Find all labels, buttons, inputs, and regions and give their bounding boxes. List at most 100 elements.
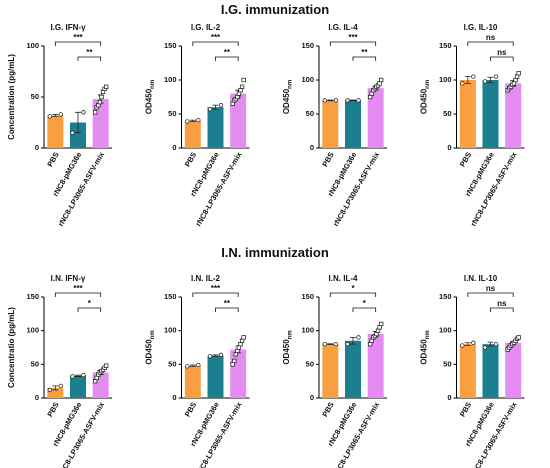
data-point bbox=[345, 341, 350, 347]
section-title: I.G. immunization bbox=[221, 2, 329, 17]
y-axis-label: Concentration (pg/mL) bbox=[7, 54, 16, 140]
bar bbox=[207, 355, 224, 398]
bar bbox=[322, 344, 339, 398]
significance-bracket bbox=[467, 41, 514, 46]
y-axis-label: OD450nm bbox=[145, 330, 157, 364]
data-point bbox=[207, 354, 213, 359]
x-tick-label: PBS bbox=[458, 150, 474, 168]
y-axis-label-sub: nm bbox=[288, 330, 294, 339]
y-tick-label: 50 bbox=[306, 109, 314, 118]
bar bbox=[230, 93, 247, 148]
significance-label: ns bbox=[486, 33, 496, 42]
data-point bbox=[81, 372, 86, 378]
error-bar bbox=[464, 342, 471, 346]
chart-title: I.N. IL-10 bbox=[464, 274, 498, 283]
significance-label: * bbox=[363, 299, 367, 308]
significance-bracket bbox=[54, 292, 102, 297]
significance-bracket bbox=[192, 41, 239, 46]
x-tick-label: PBS bbox=[320, 400, 336, 418]
significance-label: * bbox=[351, 284, 355, 293]
bar bbox=[70, 122, 86, 148]
significance-label: ns bbox=[497, 299, 507, 308]
y-tick-label: 150 bbox=[164, 41, 177, 50]
data-point bbox=[356, 98, 361, 103]
data-point bbox=[471, 74, 476, 79]
error-bar bbox=[212, 354, 219, 357]
y-axis-label: OD450nm bbox=[420, 330, 432, 364]
error-bar bbox=[52, 113, 59, 117]
chart-title: I.G. IL-4 bbox=[328, 23, 358, 32]
data-point bbox=[196, 117, 201, 123]
significance-label: *** bbox=[73, 33, 83, 42]
error-bar bbox=[350, 337, 356, 345]
data-point bbox=[241, 77, 246, 83]
y-axis-label-main: OD450 bbox=[145, 88, 154, 114]
significance-bracket bbox=[352, 56, 377, 61]
y-tick-label: 150 bbox=[439, 41, 452, 50]
y-tick-label: 0 bbox=[35, 143, 39, 152]
y-axis-label: Concentratio (pg/mL) bbox=[7, 307, 16, 388]
y-tick-label: 50 bbox=[31, 92, 39, 101]
error-bar bbox=[212, 104, 219, 110]
y-axis-label-main: OD450 bbox=[282, 339, 291, 365]
bar bbox=[47, 115, 64, 148]
data-point bbox=[493, 74, 499, 79]
y-tick-label: 0 bbox=[172, 393, 176, 402]
y-axis-label: OD450nm bbox=[282, 330, 294, 364]
error-bar bbox=[327, 343, 334, 345]
bar bbox=[184, 365, 201, 398]
y-axis-label-main: OD450 bbox=[420, 339, 429, 365]
significance-bracket bbox=[215, 56, 239, 61]
data-point bbox=[93, 110, 98, 115]
data-point bbox=[70, 374, 75, 379]
chart-title: I.G. IL-2 bbox=[191, 23, 221, 32]
bar bbox=[459, 80, 476, 148]
x-tick-label: PBS bbox=[45, 400, 61, 418]
y-axis-label: OD450nm bbox=[145, 80, 157, 114]
error-bar bbox=[189, 119, 196, 122]
bar bbox=[459, 344, 476, 398]
data-point bbox=[47, 114, 52, 119]
data-point bbox=[185, 119, 190, 124]
bar bbox=[47, 387, 64, 398]
significance-bracket bbox=[215, 307, 239, 312]
y-tick-label: 50 bbox=[31, 359, 39, 368]
significance-label: *** bbox=[211, 33, 221, 42]
significance-bracket bbox=[490, 56, 514, 61]
y-axis-label-sub: nm bbox=[150, 80, 156, 89]
y-axis-label-main: OD450 bbox=[420, 88, 429, 114]
data-point bbox=[493, 341, 499, 347]
significance-label: ns bbox=[497, 48, 507, 57]
chart-title: I.N. IL-4 bbox=[329, 274, 358, 283]
error-bar bbox=[52, 385, 59, 391]
y-tick-label: 0 bbox=[447, 393, 451, 402]
data-point bbox=[104, 363, 109, 368]
significance-bracket bbox=[329, 292, 377, 297]
data-point bbox=[322, 98, 327, 103]
significance-bracket bbox=[329, 41, 377, 46]
data-point bbox=[218, 103, 224, 108]
y-axis-label-main: OD450 bbox=[145, 339, 154, 365]
bar bbox=[367, 88, 384, 148]
significance-bracket bbox=[490, 307, 514, 312]
x-tick-label: PBS bbox=[45, 150, 61, 168]
significance-label: ** bbox=[224, 48, 231, 57]
significance-label: ns bbox=[486, 284, 496, 293]
data-point bbox=[516, 71, 521, 76]
y-tick-label: 100 bbox=[301, 326, 314, 335]
data-point bbox=[70, 130, 75, 135]
data-point bbox=[516, 335, 521, 340]
x-tick-label: PBS bbox=[183, 150, 199, 168]
bar bbox=[70, 375, 86, 398]
error-bar bbox=[327, 99, 334, 102]
bar bbox=[184, 120, 201, 148]
error-bar bbox=[350, 99, 356, 102]
y-axis-label: OD450nm bbox=[282, 80, 294, 114]
data-point bbox=[322, 341, 327, 347]
error-bar bbox=[464, 76, 471, 84]
y-tick-label: 50 bbox=[443, 359, 451, 368]
y-tick-label: 100 bbox=[26, 326, 39, 335]
data-point bbox=[104, 84, 109, 89]
significance-label: * bbox=[88, 299, 92, 308]
